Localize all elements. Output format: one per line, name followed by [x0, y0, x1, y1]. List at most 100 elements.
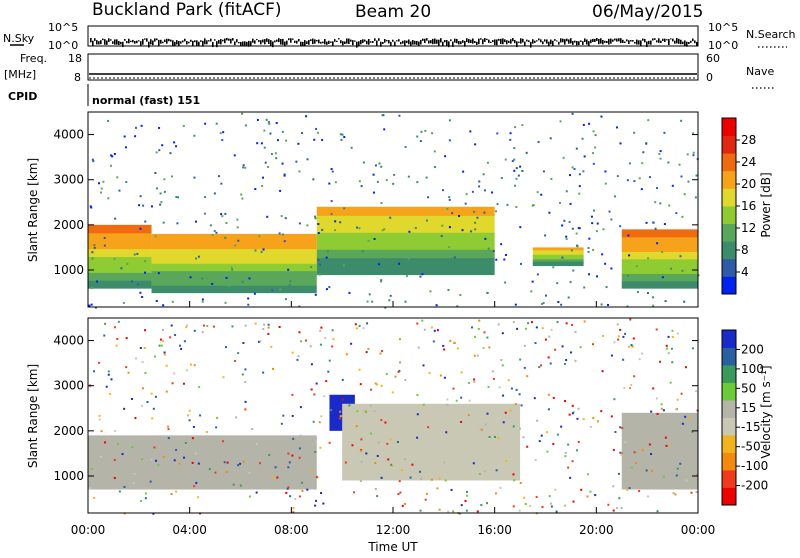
- power-scatter-point: [686, 153, 689, 156]
- power-scatter-point: [269, 132, 272, 135]
- noise-sample: [604, 40, 606, 43]
- velocity-scatter-point: [633, 451, 636, 454]
- velocity-scatter-point: [244, 324, 247, 327]
- power-scatter-point: [372, 173, 375, 176]
- velocity-scatter-point: [149, 480, 152, 483]
- power-scatter-point: [614, 195, 617, 198]
- velocity-scatter-point: [244, 400, 247, 403]
- velocity-scatter-point: [385, 373, 388, 376]
- velocity-scatter-point: [641, 449, 644, 452]
- colorbar-segment: [722, 470, 736, 488]
- noise-sample: [208, 40, 210, 42]
- velocity-scatter-point: [679, 462, 682, 465]
- noise-sample: [622, 39, 624, 43]
- noise-sample: [616, 38, 618, 42]
- power-scatter-point: [90, 206, 93, 209]
- velocity-scatter-point: [594, 494, 597, 497]
- power-scatter-point: [230, 266, 233, 269]
- power-scatter-point: [531, 280, 534, 283]
- power-scatter-point: [90, 303, 93, 306]
- noise-sample: [174, 41, 176, 47]
- power-scatter-point: [496, 203, 499, 206]
- velocity-scatter-point: [154, 395, 157, 398]
- velocity-scatter-point: [676, 332, 679, 335]
- noise-sample: [102, 38, 104, 41]
- velocity-scatter-point: [443, 461, 446, 464]
- power-scatter-point: [442, 189, 445, 192]
- velocity-scatter-point: [432, 340, 435, 343]
- velocity-scatter-point: [151, 417, 154, 420]
- velocity-scatter-point: [226, 461, 229, 464]
- velocity-scatter-point: [476, 510, 479, 513]
- velocity-scatter-point: [215, 426, 218, 429]
- noise-sample: [580, 40, 582, 42]
- power-scatter-point: [531, 204, 534, 207]
- velocity-scatter-point: [668, 444, 671, 447]
- power-scatter-point: [557, 301, 560, 304]
- power-scatter-point: [679, 255, 682, 258]
- power-scatter-point: [236, 218, 239, 221]
- noise-sample: [524, 41, 526, 47]
- velocity-scatter-point: [178, 462, 181, 465]
- velocity-scatter-point: [276, 476, 279, 479]
- power-band-4-6: [621, 236, 698, 245]
- noise-sample: [472, 38, 474, 44]
- velocity-scatter-point: [242, 341, 245, 344]
- power-scatter-point: [513, 147, 516, 150]
- noise-sample: [594, 38, 596, 42]
- power-scatter-point: [225, 221, 228, 224]
- velocity-scatter-point: [430, 478, 433, 481]
- power-scatter-point: [224, 301, 227, 304]
- power-scatter-point: [659, 150, 662, 153]
- velocity-scatter-point: [167, 425, 170, 428]
- power-band-4-1: [621, 273, 698, 282]
- velocity-scatter-point: [391, 391, 394, 394]
- power-scatter-point: [234, 244, 237, 247]
- power-scatter-point: [315, 127, 318, 130]
- noise-sample: [584, 38, 586, 42]
- noise-sample: [110, 39, 112, 41]
- power-scatter-point: [155, 151, 158, 154]
- power-scatter-point: [237, 239, 240, 242]
- velocity-scatter-point: [552, 443, 555, 446]
- noise-sample: [94, 38, 96, 41]
- power-scatter-point: [297, 142, 300, 145]
- velocity-scatter-point: [554, 488, 557, 491]
- velocity-scatter-point: [248, 471, 251, 474]
- power-scatter-point: [561, 256, 564, 259]
- velocity-scatter-point: [535, 326, 538, 329]
- noise-sample: [498, 38, 500, 41]
- noise-sample: [522, 38, 524, 43]
- velocity-scatter-point: [267, 332, 270, 335]
- velocity-scatter-point: [248, 495, 251, 498]
- noise-sample: [242, 41, 244, 47]
- power-scatter-point: [288, 283, 291, 286]
- noise-sample: [468, 39, 470, 44]
- velocity-scatter-point: [671, 329, 674, 332]
- noise-sample: [218, 39, 220, 44]
- velocity-scatter-point: [523, 496, 526, 499]
- power-scatter-point: [562, 156, 565, 159]
- velocity-scatter-point: [397, 493, 400, 496]
- velocity-scatter-point: [305, 339, 308, 342]
- power-scatter-point: [408, 230, 411, 233]
- velocity-scatter-point: [452, 510, 455, 513]
- noise-sample: [458, 40, 460, 45]
- velocity-scatter-point: [466, 490, 469, 493]
- noise-sample: [542, 41, 544, 45]
- velocity-scatter-point: [377, 441, 380, 444]
- velocity-scatter-point: [670, 347, 673, 350]
- power-scatter-point: [481, 262, 484, 265]
- velocity-scatter-point: [175, 448, 178, 451]
- power-scatter-point: [314, 217, 317, 220]
- power-scatter-point: [486, 161, 489, 164]
- power-scatter-point: [628, 162, 631, 165]
- power-scatter-point: [193, 134, 196, 137]
- velocity-scatter-point: [339, 410, 342, 413]
- power-scatter-point: [278, 232, 281, 235]
- velocity-scatter-point: [254, 322, 257, 325]
- velocity-scatter-point: [249, 435, 252, 438]
- power-scatter-point: [162, 304, 165, 307]
- noise-sample: [650, 40, 652, 45]
- velocity-scatter-point: [564, 362, 567, 365]
